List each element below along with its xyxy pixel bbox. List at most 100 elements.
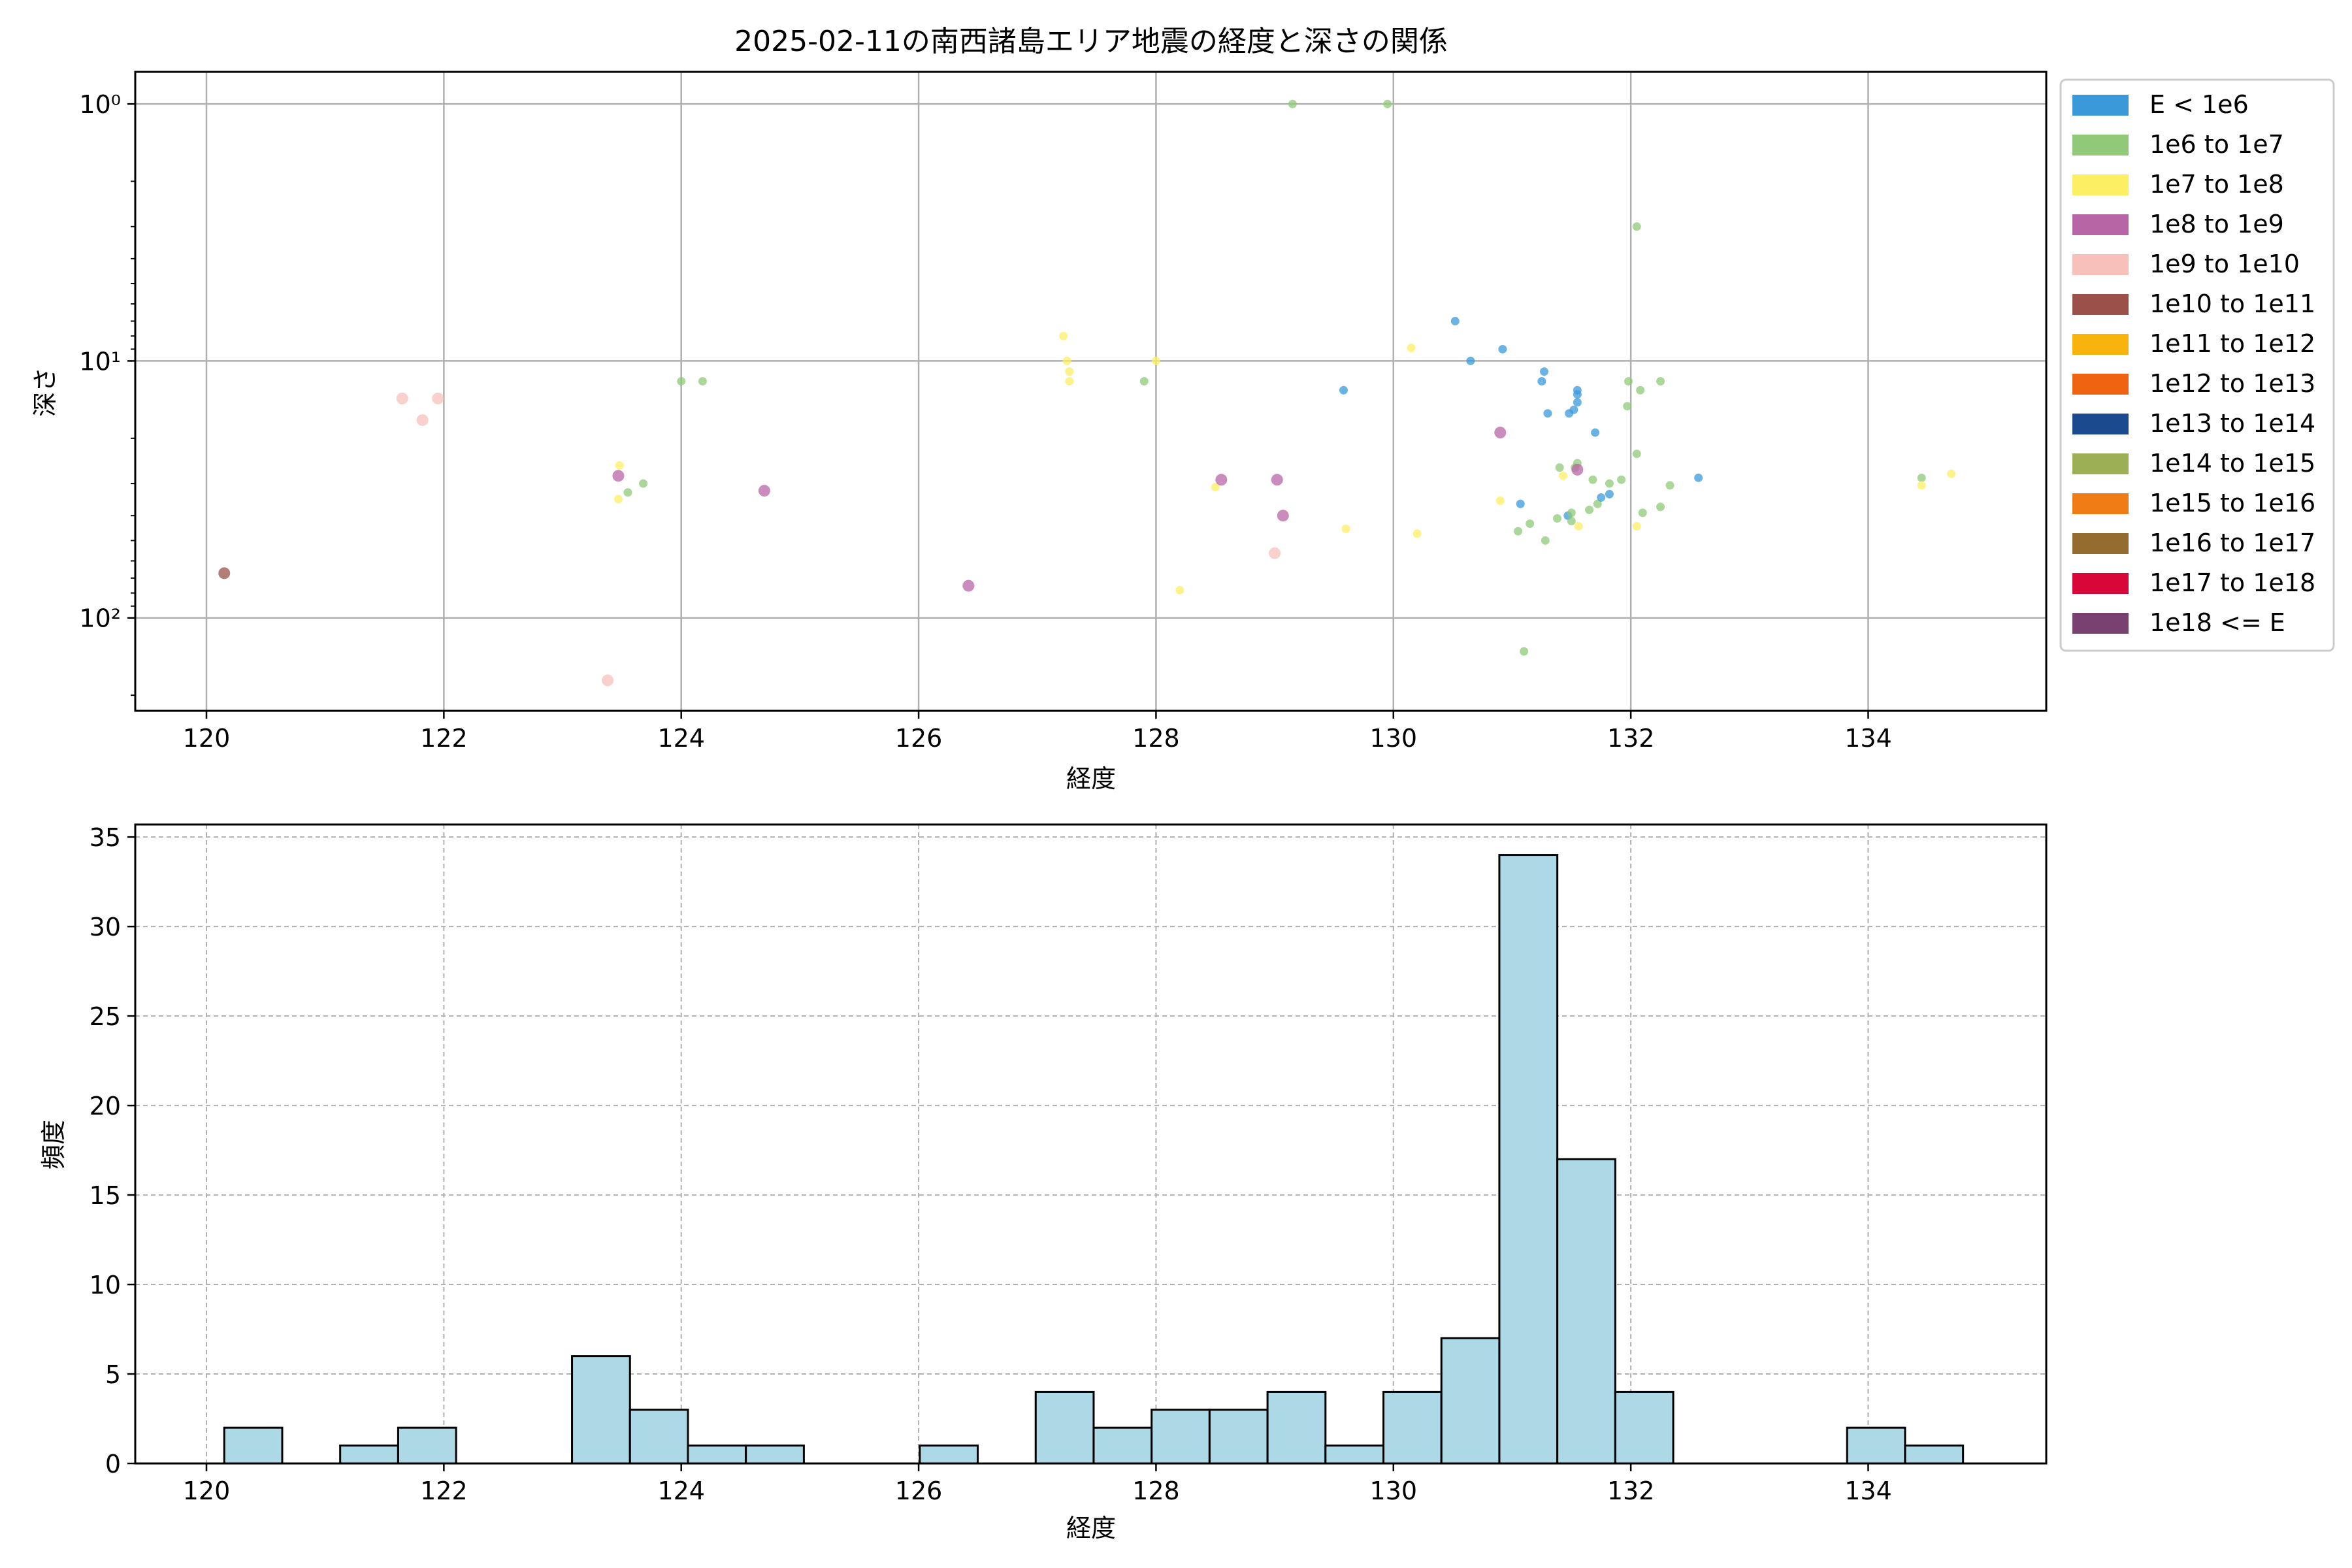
histogram-x-tick-label: 134 [1844, 1477, 1892, 1505]
histogram-y-tick-label: 10 [90, 1271, 121, 1299]
legend-entry-label: 1e14 to 1e15 [2149, 449, 2315, 478]
histogram-y-tick-label: 15 [90, 1181, 121, 1210]
scatter-point [1623, 402, 1632, 411]
legend-swatch [2072, 334, 2129, 355]
legend-entry-label: 1e15 to 1e16 [2149, 489, 2315, 517]
histogram-x-ticks: 120 122 124 126 128 130 132 134 [183, 1463, 1892, 1505]
histogram-bar [1498, 854, 1559, 1465]
histogram-bar [1556, 1158, 1616, 1465]
histogram-x-axis-label: 経度 [1066, 1514, 1116, 1543]
scatter-point [1383, 99, 1392, 108]
scatter-point [1947, 469, 1956, 478]
legend-entry-label: 1e7 to 1e8 [2149, 170, 2284, 199]
scatter-point [1516, 499, 1525, 508]
scatter-point [1498, 344, 1507, 353]
scatter-point [1495, 496, 1505, 505]
histogram-x-tick-label: 124 [657, 1477, 705, 1505]
scatter-point [612, 470, 625, 482]
scatter-point [1694, 473, 1703, 482]
scatter-point [1514, 527, 1523, 536]
histogram-bar [1846, 1426, 1906, 1465]
scatter-x-tick-label: 132 [1607, 724, 1655, 753]
legend-swatch [2072, 453, 2129, 474]
scatter-point [962, 580, 975, 592]
scatter-point [1917, 481, 1926, 490]
legend-frame [2059, 78, 2335, 652]
scatter-x-tick-label: 128 [1132, 724, 1180, 753]
scatter-point [1466, 356, 1475, 365]
histogram-grid [135, 825, 2046, 1464]
scatter-point [1559, 471, 1568, 480]
scatter-point [1543, 409, 1552, 418]
scatter-point [1537, 377, 1546, 386]
scatter-point [698, 377, 707, 386]
legend-swatch [2072, 135, 2129, 155]
scatter-point [1605, 479, 1614, 488]
scatter-point [1175, 585, 1184, 595]
legend-entry-label: 1e8 to 1e9 [2149, 210, 2284, 238]
legend-entry-label: 1e12 to 1e13 [2149, 369, 2315, 398]
scatter-point [623, 488, 632, 497]
legend-swatch [2072, 294, 2129, 315]
histogram-bar [223, 1426, 284, 1465]
scatter-point [1632, 449, 1641, 459]
scatter-point [1552, 514, 1561, 523]
legend-swatch [2072, 414, 2129, 434]
histogram-bar [629, 1409, 689, 1465]
scatter-point [615, 461, 624, 470]
histogram-bar [1614, 1390, 1674, 1465]
histogram-x-tick-label: 130 [1370, 1477, 1418, 1505]
scatter-x-tick-label: 120 [183, 724, 231, 753]
scatter-point [1632, 522, 1641, 531]
histogram-y-tick-label: 30 [90, 913, 121, 941]
scatter-point [1269, 547, 1281, 559]
scatter-point [1065, 377, 1074, 386]
scatter-x-ticks: 120 122 124 126 128 130 132 134 [183, 711, 1892, 753]
histogram-x-tick-label: 126 [895, 1477, 943, 1505]
scatter-point [1407, 344, 1416, 353]
scatter-point [1569, 405, 1578, 414]
histogram-bar [1151, 1409, 1211, 1465]
scatter-point [602, 674, 614, 687]
scatter-point [1541, 536, 1550, 545]
histogram-bar [397, 1426, 457, 1465]
legend-swatch [2072, 533, 2129, 554]
legend-entry-label: 1e18 <= E [2149, 608, 2285, 637]
scatter-point [1271, 474, 1283, 486]
legend-entry-label: 1e16 to 1e17 [2149, 529, 2315, 557]
scatter-y-tick-label: 10⁰ [79, 90, 121, 119]
scatter-point [1605, 489, 1614, 498]
scatter-point [1277, 510, 1289, 522]
scatter-grid [135, 72, 2046, 711]
scatter-point [1288, 99, 1297, 108]
scatter-point [1211, 483, 1220, 492]
scatter-y-tick-label: 10¹ [79, 347, 121, 376]
histogram-bar [745, 1445, 805, 1465]
scatter-point [1917, 473, 1926, 482]
scatter-point [1638, 508, 1647, 517]
scatter-point [613, 495, 623, 504]
histogram-bar [1382, 1390, 1443, 1465]
scatter-point [1573, 398, 1582, 407]
scatter-point [1588, 475, 1597, 484]
legend-swatch [2072, 95, 2129, 116]
legend-swatch [2072, 613, 2129, 634]
scatter-point [1520, 647, 1529, 656]
scatter-point [1665, 481, 1674, 490]
scatter-point [1591, 428, 1600, 437]
scatter-point [1555, 463, 1564, 472]
scatter-point [639, 479, 648, 488]
histogram-bar [1208, 1409, 1269, 1465]
histogram-bar [1034, 1390, 1095, 1465]
histogram-y-axis-label: 頻度 [39, 1120, 68, 1169]
histogram-x-tick-label: 122 [420, 1477, 468, 1505]
histogram-bar [1266, 1390, 1327, 1465]
depth-vs-longitude-scatter: 2025-02-11の南西諸島エリア地震の経度と深さの関係 120 122 124 1… [31, 25, 2048, 793]
histogram-y-tick-label: 25 [90, 1002, 121, 1031]
scatter-y-ticks: 10⁰ 10¹ 10² [79, 90, 135, 696]
legend-entry-label: 1e13 to 1e14 [2149, 409, 2315, 438]
legend-entry-label: 1e6 to 1e7 [2149, 130, 2284, 159]
scatter-point [1636, 385, 1645, 395]
histogram-x-tick-label: 120 [183, 1477, 231, 1505]
